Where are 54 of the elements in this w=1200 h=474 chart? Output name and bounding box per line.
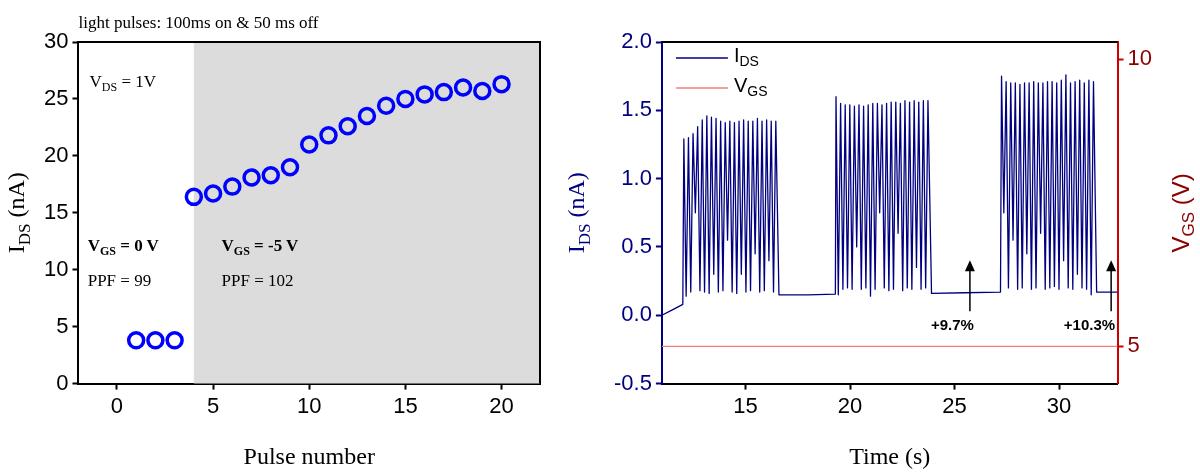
y2-axis-title: VGS (V) xyxy=(1166,173,1198,253)
y-tick-label: 5 xyxy=(56,312,69,338)
x-tick-label: 15 xyxy=(393,392,418,418)
point xyxy=(261,165,281,185)
y2-tick-label: 5 xyxy=(1127,332,1140,358)
y-tick-label: 20 xyxy=(43,141,69,167)
y-tick-label: 1.0 xyxy=(621,164,652,190)
point xyxy=(376,96,396,116)
x-tick-label: 20 xyxy=(489,392,514,418)
point xyxy=(396,89,415,109)
y-tick-label: 0 xyxy=(56,369,69,395)
y2-tick-label: 10 xyxy=(1127,45,1153,71)
point xyxy=(453,78,473,97)
point xyxy=(146,331,165,350)
point xyxy=(492,74,511,94)
point xyxy=(319,126,338,145)
y-tick-label: 25 xyxy=(43,85,69,110)
x-tick-label: 0 xyxy=(110,392,124,418)
point xyxy=(338,117,357,136)
point xyxy=(299,135,319,154)
x-tick-label: 15 xyxy=(733,392,758,418)
x-tick-label: 30 xyxy=(1046,392,1072,418)
x-tick-label: 10 xyxy=(296,392,322,418)
point xyxy=(473,81,492,101)
point xyxy=(415,85,434,104)
annotation: +10.3% xyxy=(1063,316,1116,334)
point xyxy=(165,331,184,350)
y-axis-title: IDS (nA) xyxy=(3,172,34,254)
point xyxy=(184,187,204,207)
annotation: PPF = 102 xyxy=(221,270,294,290)
y-tick-label: 10 xyxy=(43,255,69,281)
point xyxy=(126,331,146,350)
y-axis-title: IDS (nA) xyxy=(563,172,594,254)
x-tick-label: 5 xyxy=(206,392,220,418)
chart-title: light pulses: 100ms on & 50 ms off xyxy=(78,13,319,33)
y-tick-label: 15 xyxy=(43,198,69,224)
annotation: PPF = 99 xyxy=(87,270,152,290)
y-tick-label: 0.0 xyxy=(621,301,652,327)
point xyxy=(280,158,300,177)
point xyxy=(223,177,242,196)
x-axis-title: Pulse number xyxy=(243,443,375,470)
y-tick-label: 1.5 xyxy=(621,96,652,122)
y-tick-label: 2.0 xyxy=(621,28,652,54)
x-axis-title: Time (s) xyxy=(849,443,931,470)
y-tick-label: -0.5 xyxy=(613,369,652,395)
annotation: +9.7% xyxy=(930,316,974,334)
point xyxy=(434,82,454,102)
point xyxy=(357,106,377,126)
x-tick-label: 25 xyxy=(942,392,967,418)
point xyxy=(203,184,223,203)
x-tick-label: 20 xyxy=(837,392,863,418)
y-tick-label: 0.5 xyxy=(621,233,652,259)
point xyxy=(242,168,261,187)
y-tick-label: 30 xyxy=(43,28,69,54)
